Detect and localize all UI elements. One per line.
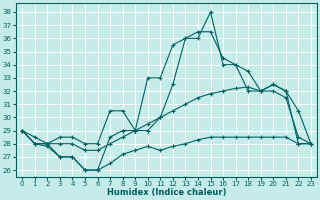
X-axis label: Humidex (Indice chaleur): Humidex (Indice chaleur) [107, 188, 226, 197]
